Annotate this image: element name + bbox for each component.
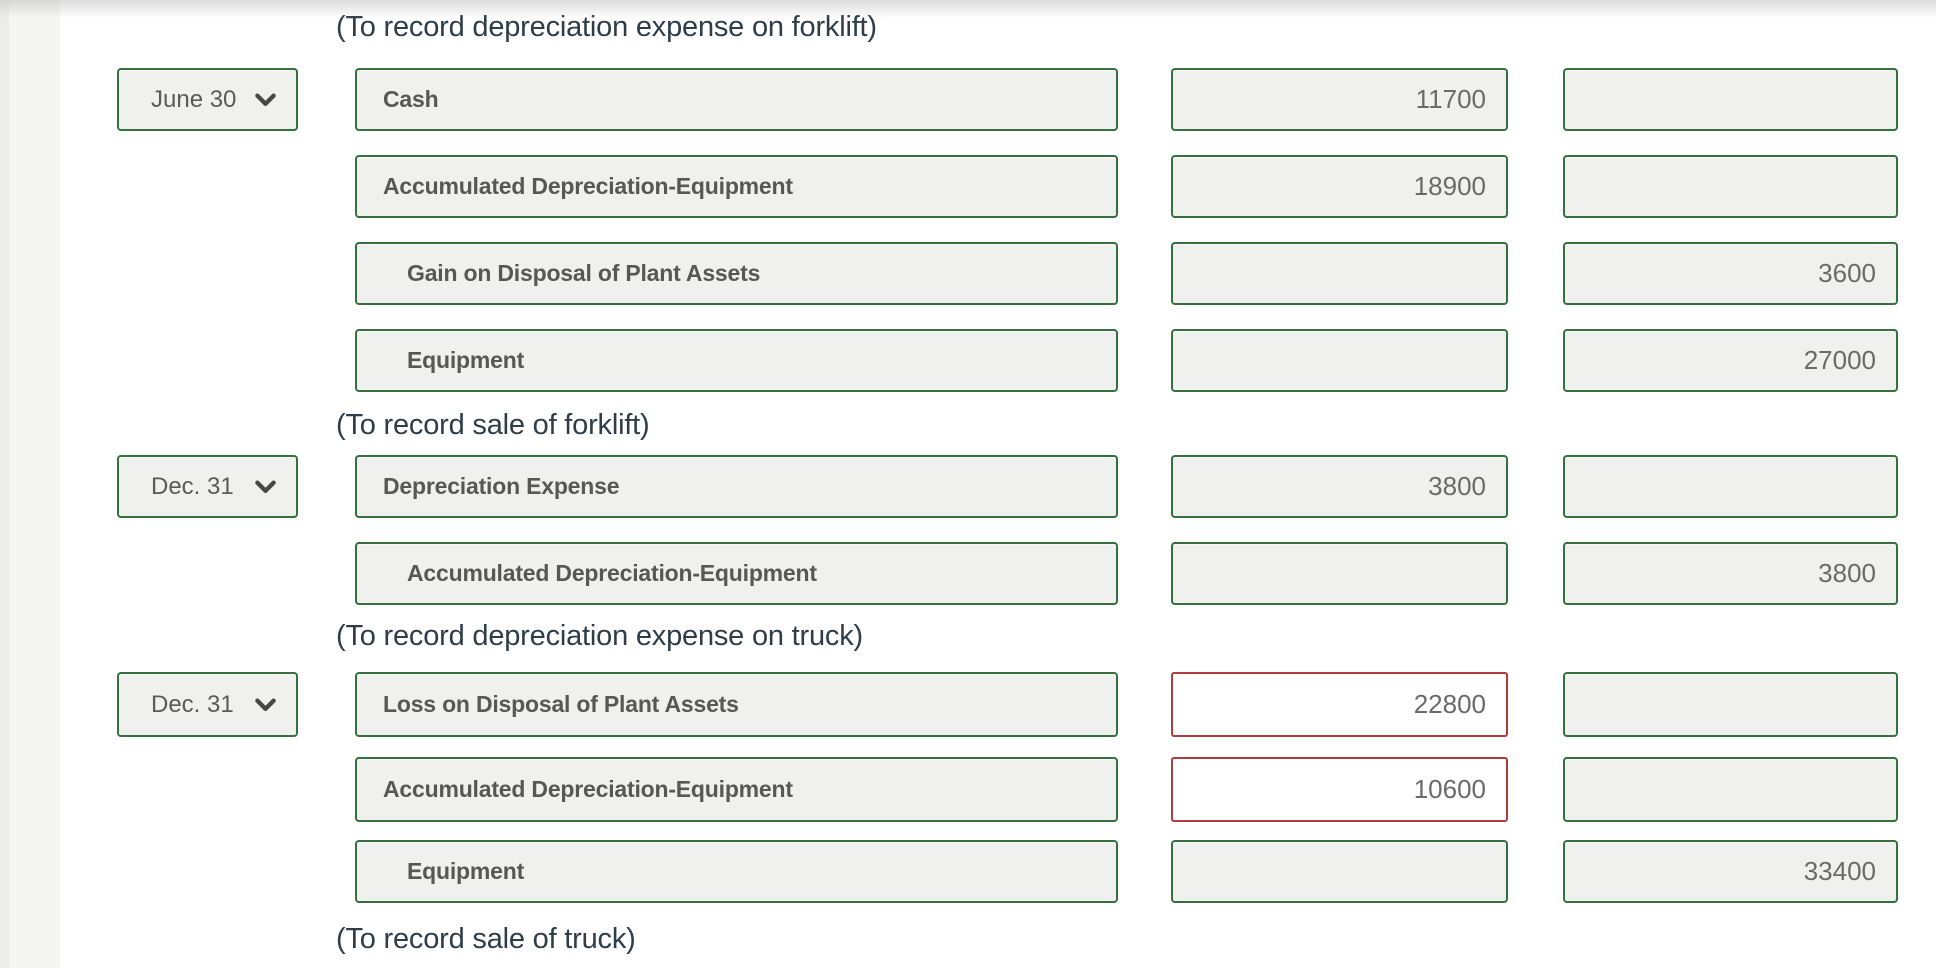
journal-line	[0, 155, 1936, 218]
credit-amount-input[interactable]	[1563, 155, 1898, 218]
date-select[interactable]: June 30	[117, 68, 298, 131]
entry-description: (To record sale of truck)	[336, 923, 636, 955]
account-title-input[interactable]	[355, 68, 1118, 131]
journal-line: Dec. 31	[0, 672, 1936, 737]
debit-amount-input[interactable]	[1171, 455, 1508, 518]
left-gutter-edge	[0, 0, 9, 968]
account-title-input[interactable]	[355, 455, 1118, 518]
credit-amount-input[interactable]	[1563, 455, 1898, 518]
credit-amount-input[interactable]	[1563, 542, 1898, 605]
date-select-value: Dec. 31	[151, 472, 234, 500]
credit-amount-input[interactable]	[1563, 329, 1898, 392]
debit-amount-input[interactable]	[1171, 155, 1508, 218]
credit-amount-input[interactable]	[1563, 242, 1898, 305]
credit-amount-input[interactable]	[1563, 672, 1898, 737]
chevron-down-icon	[255, 480, 276, 493]
account-title-input[interactable]	[355, 840, 1118, 903]
credit-amount-input[interactable]	[1563, 840, 1898, 903]
left-gutter	[0, 0, 60, 968]
date-select-value: June 30	[151, 85, 237, 113]
date-select-value: Dec. 31	[151, 690, 234, 718]
journal-line	[0, 757, 1936, 822]
journal-line	[0, 840, 1936, 903]
debit-amount-input-error[interactable]	[1171, 757, 1508, 822]
account-title-input[interactable]	[355, 329, 1118, 392]
journal-line: June 30	[0, 68, 1936, 131]
credit-amount-input[interactable]	[1563, 757, 1898, 822]
journal-line	[0, 542, 1936, 605]
journal-line: Dec. 31	[0, 455, 1936, 518]
entry-description: (To record depreciation expense on forkl…	[336, 11, 877, 43]
chevron-down-icon	[255, 698, 276, 711]
chevron-down-icon	[255, 93, 276, 106]
date-select[interactable]: Dec. 31	[117, 672, 298, 737]
account-title-input[interactable]	[355, 672, 1118, 737]
credit-amount-input[interactable]	[1563, 68, 1898, 131]
debit-amount-input[interactable]	[1171, 542, 1508, 605]
entry-description: (To record depreciation expense on truck…	[336, 620, 863, 652]
journal-line	[0, 242, 1936, 305]
account-title-input[interactable]	[355, 155, 1118, 218]
debit-amount-input[interactable]	[1171, 242, 1508, 305]
debit-amount-input[interactable]	[1171, 840, 1508, 903]
debit-amount-input-error[interactable]	[1171, 672, 1508, 737]
account-title-input[interactable]	[355, 242, 1118, 305]
entry-description: (To record sale of forklift)	[336, 409, 650, 441]
account-title-input[interactable]	[355, 757, 1118, 822]
debit-amount-input[interactable]	[1171, 68, 1508, 131]
journal-line	[0, 329, 1936, 392]
date-select[interactable]: Dec. 31	[117, 455, 298, 518]
account-title-input[interactable]	[355, 542, 1118, 605]
debit-amount-input[interactable]	[1171, 329, 1508, 392]
